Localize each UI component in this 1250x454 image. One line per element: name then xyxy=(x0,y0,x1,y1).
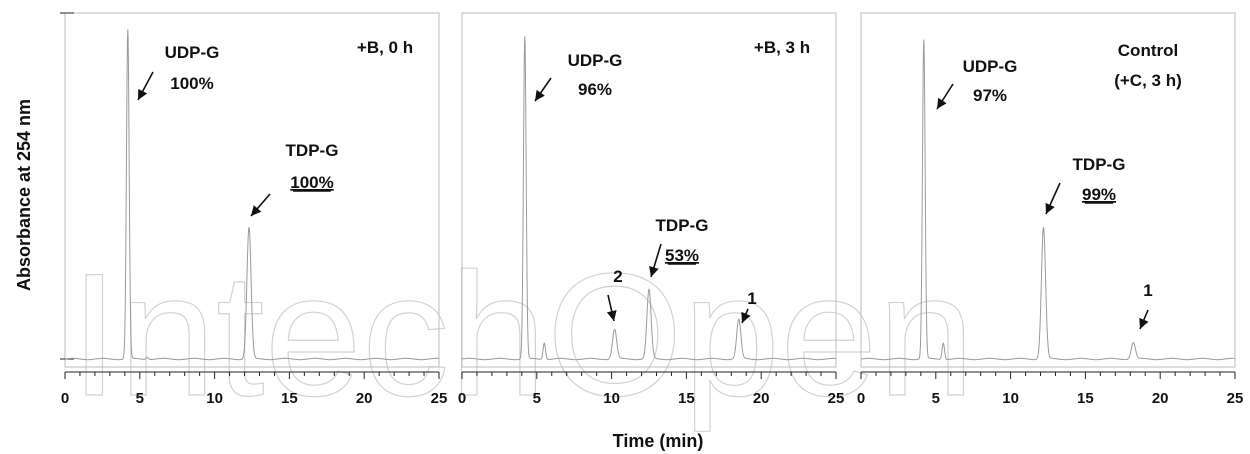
x-tick-label: 10 xyxy=(1002,390,1019,407)
plot-frame xyxy=(860,12,1236,368)
arrow-head xyxy=(1045,202,1055,214)
x-tick-label: 5 xyxy=(533,390,541,407)
chart-panel-2: 0 5 10 15 20 25 +B, 3 h UDP-G 96% 2 TDP-G 53% 1 xyxy=(458,12,845,407)
peak-label: UDP-G xyxy=(963,57,1018,76)
x-tick-label: 15 xyxy=(678,390,695,407)
y-axis-title: Absorbance at 254 nm xyxy=(14,99,34,291)
x-tick-label: 10 xyxy=(206,390,223,407)
arrow-head xyxy=(1139,317,1149,329)
chart-panel-1: 0 5 10 15 20 25 +B, 0 h UDP-G 100% TDP-G 100% xyxy=(60,12,448,407)
panel-title: (+C, 3 h) xyxy=(1114,71,1182,90)
x-tick-label: 20 xyxy=(356,390,373,407)
peak-label: TDP-G xyxy=(656,216,709,235)
arrow-head xyxy=(937,97,947,109)
arrow-head xyxy=(535,89,545,101)
x-axis-title: Time (min) xyxy=(613,431,704,451)
peak-percent: 53% xyxy=(665,246,699,265)
peak-label: UDP-G xyxy=(568,51,623,70)
x-tick-label: 25 xyxy=(1227,390,1244,407)
x-tick-label: 25 xyxy=(431,390,448,407)
x-tick-label: 5 xyxy=(136,390,144,407)
panel-title: +B, 0 h xyxy=(357,38,413,57)
x-tick-label: 0 xyxy=(458,390,466,407)
x-tick-label: 0 xyxy=(61,390,69,407)
peak-label: TDP-G xyxy=(286,141,339,160)
peak-percent: 97% xyxy=(973,86,1007,105)
plot-frame xyxy=(64,12,440,368)
panel-title: +B, 3 h xyxy=(754,38,810,57)
arrow-head xyxy=(138,88,148,100)
x-tick-label: 20 xyxy=(753,390,770,407)
chart-panel-3: 0 5 10 15 20 25 Control (+C, 3 h) UDP-G 97% TDP-G 9… xyxy=(857,12,1244,407)
chromatogram-trace xyxy=(462,36,836,361)
arrow-head xyxy=(741,311,751,323)
peak-percent: 96% xyxy=(578,80,612,99)
x-tick-label: 10 xyxy=(603,390,620,407)
peak-label: UDP-G xyxy=(165,43,220,62)
x-tick-label: 25 xyxy=(828,390,845,407)
arrow-head xyxy=(251,205,262,216)
x-tick-label: 5 xyxy=(932,390,940,407)
plot-frame xyxy=(461,12,837,368)
x-tick-label: 15 xyxy=(1077,390,1094,407)
panel-title: Control xyxy=(1118,41,1178,60)
chromatogram-trace xyxy=(861,39,1235,361)
arrow-head xyxy=(606,310,617,321)
peak-percent: 100% xyxy=(170,74,213,93)
peak-label: 1 xyxy=(747,289,756,308)
peak-percent: 100% xyxy=(290,173,333,192)
x-tick-label: 20 xyxy=(1152,390,1169,407)
peak-percent: 99% xyxy=(1082,185,1116,204)
arrow-head xyxy=(649,265,659,277)
x-tick-label: 0 xyxy=(857,390,865,407)
peak-label: 1 xyxy=(1143,281,1152,300)
x-tick-label: 15 xyxy=(281,390,298,407)
peak-label: TDP-G xyxy=(1073,155,1126,174)
peak-label: 2 xyxy=(613,267,622,286)
chromatogram-trace xyxy=(65,29,439,361)
